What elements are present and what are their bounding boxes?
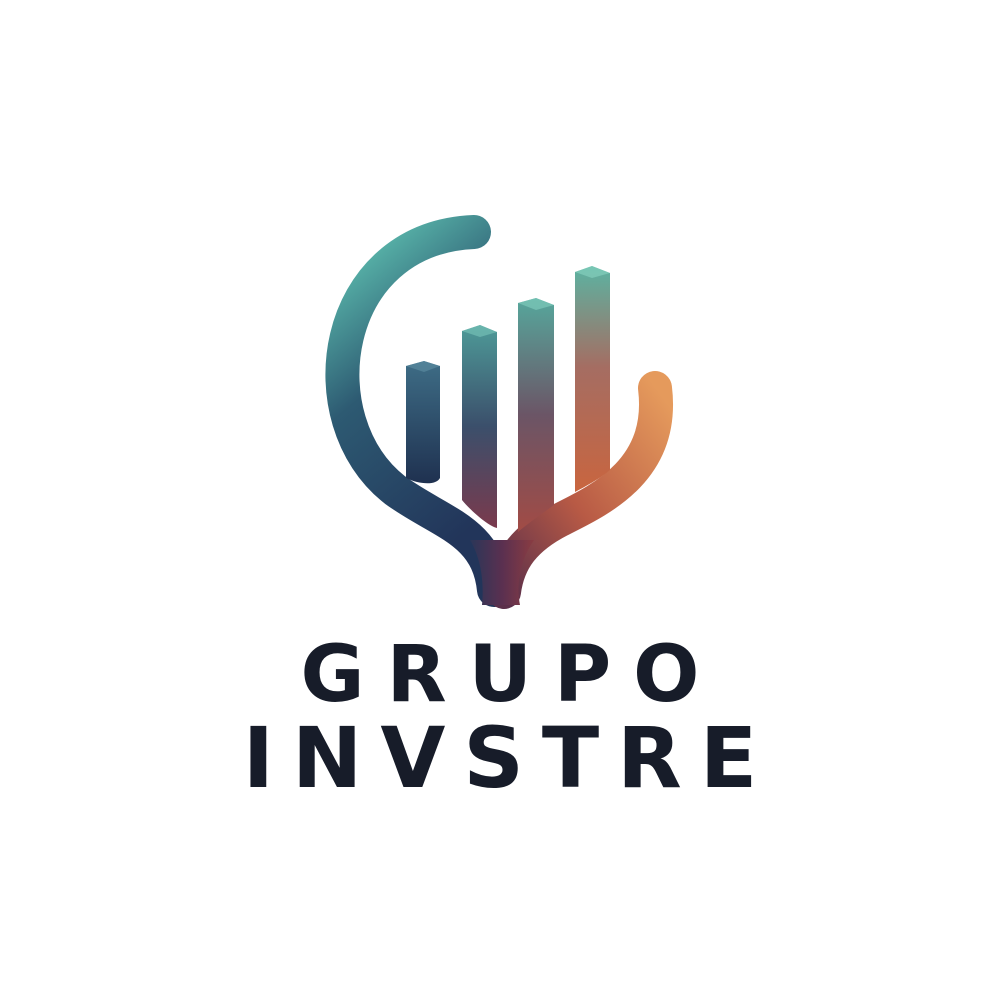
growth-bars (406, 266, 610, 532)
brand-name-line-1: GRUPO (300, 630, 722, 720)
bar-2 (462, 325, 497, 528)
bar-1 (406, 361, 440, 484)
bar-3 (518, 298, 554, 532)
left-arc (325, 215, 511, 607)
tree-trunk (470, 540, 534, 605)
brand-name-line-2: INVSTRE (242, 709, 776, 807)
bar-4 (575, 266, 610, 492)
